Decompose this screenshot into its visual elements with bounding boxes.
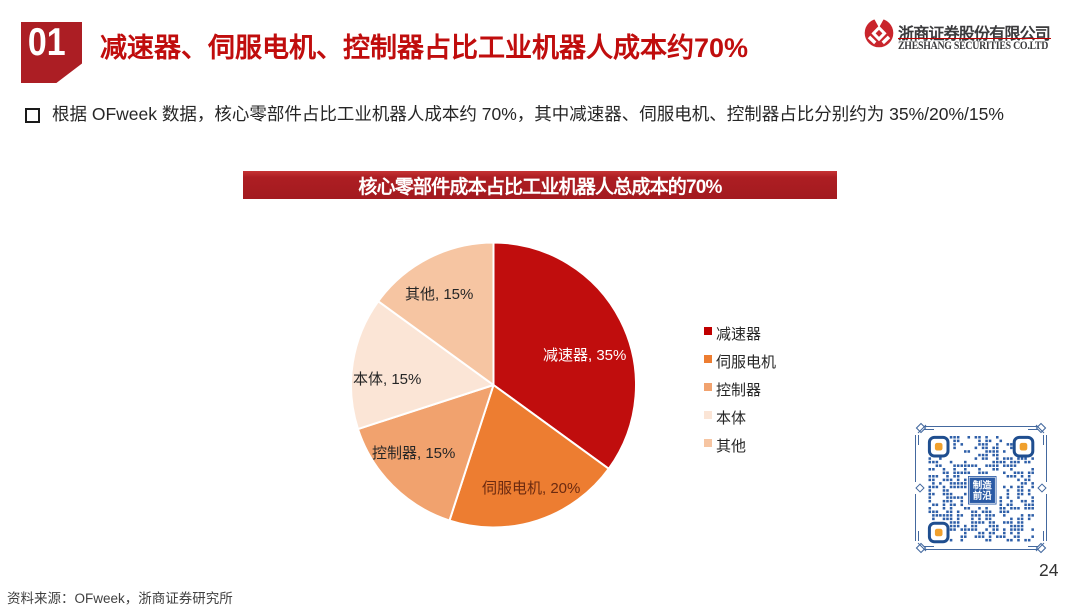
svg-text:前沿: 前沿 [973,490,993,502]
svg-text:制造: 制造 [973,480,993,492]
